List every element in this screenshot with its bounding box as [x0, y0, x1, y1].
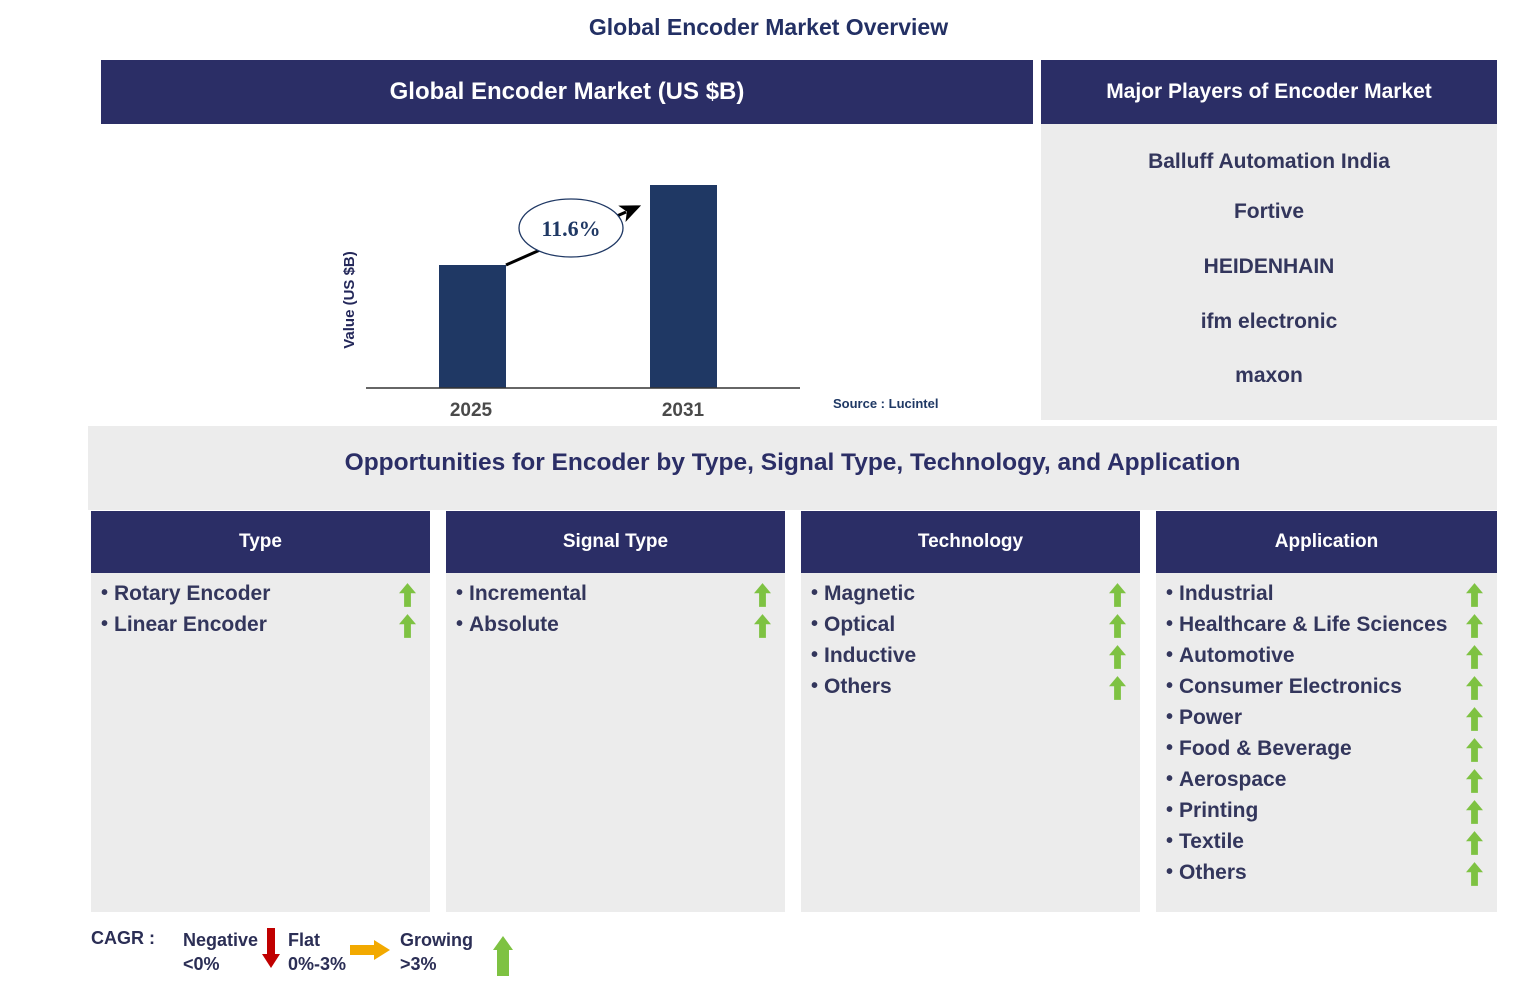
- svg-text:2025: 2025: [450, 400, 493, 420]
- svg-text:Value (US $B): Value (US $B): [341, 251, 358, 349]
- svg-text:2031: 2031: [662, 400, 705, 420]
- svg-text:11.6%: 11.6%: [541, 216, 600, 241]
